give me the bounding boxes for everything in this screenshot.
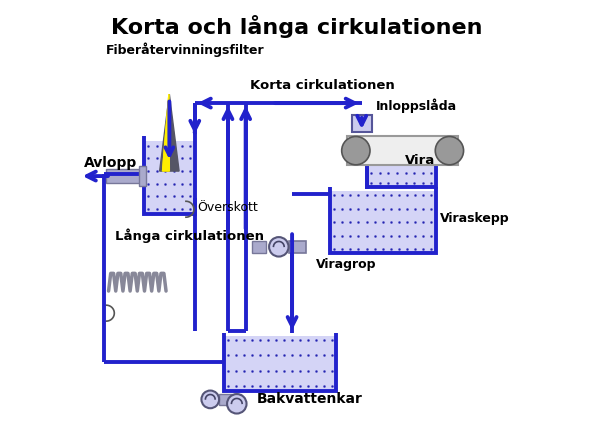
- Bar: [331, 191, 435, 252]
- Circle shape: [435, 137, 464, 165]
- Text: Överskott: Överskott: [197, 201, 258, 214]
- Circle shape: [342, 137, 370, 165]
- Text: Vira: Vira: [405, 154, 435, 167]
- Text: Bakvattenkar: Bakvattenkar: [257, 392, 362, 406]
- FancyBboxPatch shape: [219, 394, 241, 405]
- Text: Viragrop: Viragrop: [317, 258, 377, 271]
- FancyBboxPatch shape: [252, 241, 266, 253]
- Text: Korta och långa cirkulationen: Korta och långa cirkulationen: [111, 15, 482, 38]
- Text: Korta cirkulationen: Korta cirkulationen: [250, 79, 395, 92]
- FancyBboxPatch shape: [347, 136, 458, 165]
- Polygon shape: [160, 94, 179, 171]
- Text: Avlopp: Avlopp: [84, 156, 138, 170]
- FancyBboxPatch shape: [289, 241, 306, 253]
- Text: Långa cirkulationen: Långa cirkulationen: [115, 228, 264, 243]
- FancyBboxPatch shape: [352, 115, 372, 132]
- Circle shape: [202, 391, 219, 408]
- Polygon shape: [162, 94, 169, 171]
- FancyBboxPatch shape: [106, 170, 144, 183]
- Bar: [225, 336, 335, 389]
- Polygon shape: [162, 94, 170, 171]
- Circle shape: [269, 237, 289, 257]
- FancyBboxPatch shape: [139, 166, 146, 186]
- Text: Viraskepp: Viraskepp: [440, 211, 510, 225]
- Text: Inloppslåda: Inloppslåda: [376, 98, 457, 113]
- Bar: [145, 141, 193, 212]
- Bar: [368, 162, 435, 186]
- Circle shape: [227, 394, 247, 413]
- Text: Fiberåtervinningsfilter: Fiberåtervinningsfilter: [106, 43, 265, 57]
